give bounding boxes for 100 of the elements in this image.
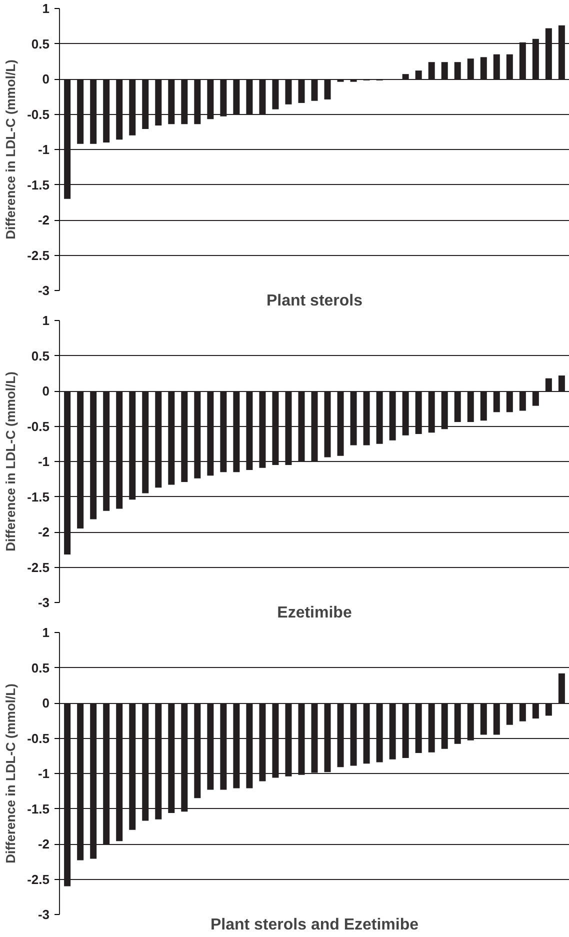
y-tick-label: -1.5 [27,489,50,504]
bar [64,391,71,555]
bar [441,391,448,430]
bar [129,391,136,500]
y-axis-title: Difference in LDL-C (mmol/L) [3,60,18,240]
y-tick-label: 0 [42,696,50,710]
y-axis-title: Difference in LDL-C (mmol/L) [3,684,18,864]
bar [311,391,318,462]
y-axis-title: Difference in LDL-C (mmol/L) [3,372,18,552]
y-tick-label: -2.5 [27,872,50,887]
bar [493,391,500,412]
bar [142,79,149,130]
y-tick-label: 1 [42,1,50,16]
y-tick-label: 1 [42,313,50,328]
bar [207,79,214,120]
bar [103,391,110,511]
bar [116,391,123,509]
bar [454,391,461,422]
bar [181,391,188,482]
y-tick-label: -1 [38,142,50,157]
bar [155,391,162,488]
bar [467,58,474,79]
bar [324,391,331,458]
bar [64,79,71,199]
bar [363,391,370,446]
x-axis-title: Ezetimibe [277,604,352,622]
bar [246,79,253,114]
bar [389,391,396,440]
y-tick-label: -0.5 [27,730,50,746]
bar [259,79,266,114]
bar [532,391,539,406]
y-tick-label: -3 [38,595,50,610]
x-axis-title: Plant sterols [266,292,363,310]
bar [246,391,253,470]
bar [298,391,305,462]
bar [259,391,266,468]
y-tick-label: 1 [42,625,50,640]
bar [428,391,435,433]
bar [233,79,240,114]
y-tick-label: 0 [42,384,50,398]
bar [337,391,344,456]
bar [480,391,487,421]
bar [233,391,240,472]
bar [194,79,201,124]
bar [376,391,383,444]
bar [129,79,136,136]
y-tick-label: -1.5 [27,177,50,192]
y-tick-label: -3 [38,283,50,298]
bar [324,79,331,100]
y-tick-label: 0.5 [31,348,50,364]
y-tick-label: -2 [38,212,50,228]
bar [350,391,357,446]
bar [558,375,565,391]
bar [194,391,201,478]
y-tick-label: 0.5 [31,660,50,676]
bar [428,62,435,79]
y-tick-label: -2.5 [27,560,50,575]
bar [506,391,513,412]
bar [402,391,409,436]
y-tick-label: -1 [38,454,50,469]
y-tick-label: -0.5 [27,106,50,122]
bar [142,391,149,494]
bar [103,79,110,142]
bar [454,62,461,79]
bar [116,79,123,140]
bar [168,391,175,485]
bar [298,79,305,103]
y-tick-label: -1 [38,766,50,781]
y-tick-label: 0.5 [31,36,50,52]
y-tick-label: -3 [38,907,50,922]
bar [311,79,318,101]
bar [272,79,279,110]
bar [285,391,292,466]
bar [350,79,357,82]
bar [220,391,227,472]
y-tick-label: -0.5 [27,418,50,434]
bar [415,70,422,79]
bar [441,62,448,79]
bar [467,391,474,422]
bar [168,79,175,124]
bar [480,57,487,79]
bar [155,79,162,126]
bar [272,391,279,466]
y-tick-label: -2 [38,524,50,540]
bar [207,391,214,476]
bar [415,391,422,434]
bar [181,79,188,124]
bar [77,79,84,144]
bar [220,79,227,116]
bar [506,54,513,79]
bar [337,79,344,82]
bar [493,54,500,79]
y-tick-label: -1.5 [27,801,50,816]
bar [90,391,97,520]
y-tick-label: 0 [42,72,50,86]
x-axis-title: Plant sterols and Ezetimibe [210,916,419,934]
bar [90,79,97,144]
bar [402,74,409,79]
bar [77,391,84,528]
bar [545,378,552,391]
